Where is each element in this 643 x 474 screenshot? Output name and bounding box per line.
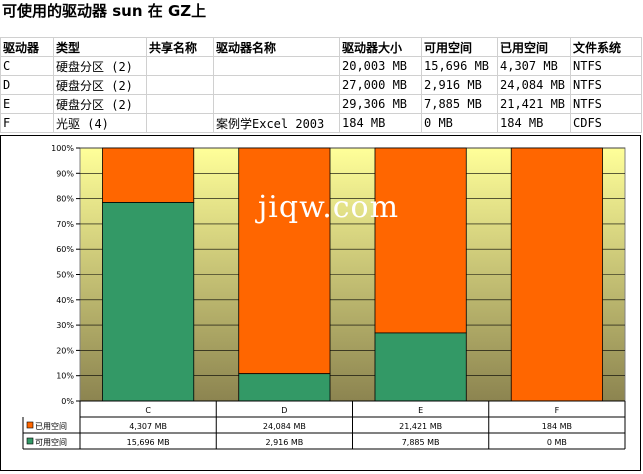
cell-free-space[interactable]: 7,885 MB [421,94,498,114]
y-tick-label: 20% [56,346,74,355]
cell-drive-name[interactable] [213,56,340,76]
data-label-used-F: 184 MB [542,422,572,431]
cell-type[interactable]: 硬盘分区 (2) [53,75,147,95]
table-header-row: 驱动器 类型 共享名称 驱动器名称 驱动器大小 可用空间 已用空间 文件系统 [0,37,642,57]
header-cell-free-space[interactable]: 可用空间 [421,37,498,57]
cell-used-space[interactable]: 184 MB [497,113,571,133]
cell-share-name[interactable] [146,75,214,95]
cell-type[interactable]: 光驱 (4) [53,113,147,133]
bar-used-E [374,147,467,334]
data-label-used-C: 4,307 MB [129,422,167,431]
cell-drive[interactable]: C [0,56,54,76]
cell-drive-size[interactable]: 29,306 MB [339,94,422,114]
y-tick-label: 0% [61,397,74,406]
y-tick-label: 100% [51,144,74,153]
chart-area[interactable]: 0% 10% 20% 30% 40% 50% 60% 70% 80% 90% 100% C D E F 已用空… [0,135,641,471]
cell-used-space[interactable]: 4,307 MB [497,56,571,76]
header-cell-share-name[interactable]: 共享名称 [146,37,214,57]
cell-free-space[interactable]: 0 MB [421,113,498,133]
y-tick-label: 60% [56,245,74,254]
bar-free-D [238,373,331,402]
header-cell-used-space[interactable]: 已用空间 [497,37,571,57]
category-label-D: D [281,406,287,415]
cell-drive-name[interactable] [213,94,340,114]
cell-type[interactable]: 硬盘分区 (2) [53,56,147,76]
legend-key-used [26,421,34,429]
bar-used-F [510,147,603,402]
y-tick-label: 40% [56,296,74,305]
cell-free-space[interactable]: 15,696 MB [421,56,498,76]
bar-free-C [102,202,195,402]
cell-drive-size[interactable]: 184 MB [339,113,422,133]
header-cell-file-system[interactable]: 文件系统 [570,37,642,57]
y-tick-label: 30% [56,321,74,330]
cell-file-system[interactable]: NTFS [570,94,642,114]
cell-type[interactable]: 硬盘分区 (2) [53,94,147,114]
header-cell-type[interactable]: 类型 [53,37,147,57]
cell-used-space[interactable]: 24,084 MB [497,75,571,95]
bar-used-D [238,147,331,375]
drive-table: 驱动器 类型 共享名称 驱动器名称 驱动器大小 可用空间 已用空间 文件系统 C… [0,37,642,133]
data-label-free-D: 2,916 MB [265,438,303,447]
data-label-used-D: 24,084 MB [263,422,306,431]
page-title: 可使用的驱动器 sun 在 GZ上 [2,2,207,20]
header-cell-drive-name[interactable]: 驱动器名称 [213,37,340,57]
y-tick-label: 80% [56,195,74,204]
category-label-F: F [555,406,560,415]
data-label-used-E: 21,421 MB [399,422,442,431]
table-row: F 光驱 (4) 案例学Excel 2003 184 MB 0 MB 184 M… [0,113,642,133]
y-tick-label: 10% [56,372,74,381]
category-label-E: E [418,406,423,415]
cell-drive[interactable]: D [0,75,54,95]
category-label-C: C [145,406,151,415]
cell-drive-size[interactable]: 27,000 MB [339,75,422,95]
header-cell-drive-size[interactable]: 驱动器大小 [339,37,422,57]
legend-label-free: 可用空间 [35,437,67,447]
cell-file-system[interactable]: NTFS [570,56,642,76]
header-cell-drive[interactable]: 驱动器 [0,37,54,57]
data-label-free-F: 0 MB [547,438,567,447]
cell-share-name[interactable] [146,56,214,76]
y-tick-label: 70% [56,220,74,229]
table-row: C 硬盘分区 (2) 20,003 MB 15,696 MB 4,307 MB … [0,56,642,76]
stacked-percent-bar-chart: 0% 10% 20% 30% 40% 50% 60% 70% 80% 90% 100% C D E F 已用空… [22,144,626,450]
bar-used-C [102,147,195,203]
cell-drive[interactable]: E [0,94,54,114]
y-tick-label: 50% [56,271,74,280]
bar-free-E [374,332,467,402]
cell-free-space[interactable]: 2,916 MB [421,75,498,95]
cell-share-name[interactable] [146,94,214,114]
table-row: D 硬盘分区 (2) 27,000 MB 2,916 MB 24,084 MB … [0,75,642,95]
cell-drive-size[interactable]: 20,003 MB [339,56,422,76]
cell-share-name[interactable] [146,113,214,133]
cell-file-system[interactable]: NTFS [570,75,642,95]
y-tick-label: 90% [56,169,74,178]
cell-file-system[interactable]: CDFS [570,113,642,133]
cell-used-space[interactable]: 21,421 MB [497,94,571,114]
table-row: E 硬盘分区 (2) 29,306 MB 7,885 MB 21,421 MB … [0,94,642,114]
data-label-free-C: 15,696 MB [127,438,170,447]
watermark-text: jiqw.com [258,190,400,225]
cell-drive-name[interactable]: 案例学Excel 2003 [213,113,340,133]
data-label-free-E: 7,885 MB [402,438,440,447]
legend-key-free [26,437,34,445]
cell-drive[interactable]: F [0,113,54,133]
cell-drive-name[interactable] [213,75,340,95]
legend-label-used: 已用空间 [35,421,67,431]
